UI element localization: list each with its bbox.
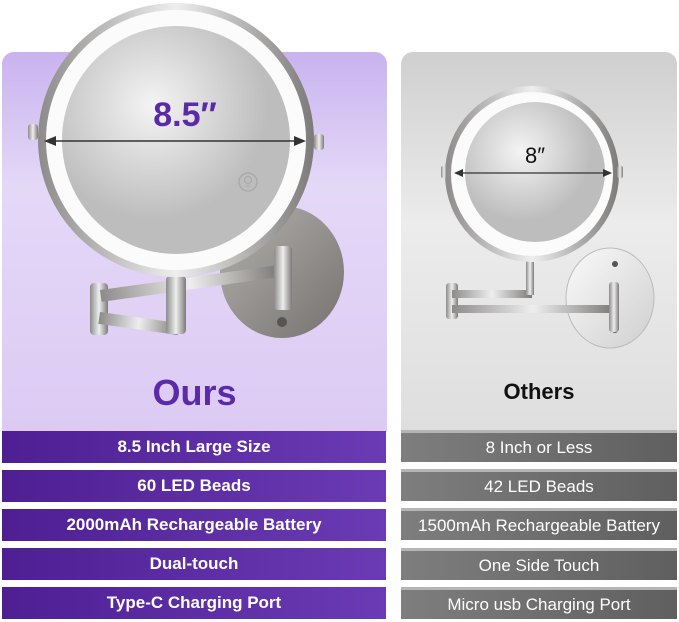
others-heading: Others — [503, 379, 575, 404]
others-mirror — [441, 86, 655, 349]
others-feature-row: Micro usb Charging Port — [401, 587, 677, 619]
others-size-label: 8″ — [524, 143, 546, 168]
others-feature-row: One Side Touch — [401, 548, 677, 580]
ours-size-label: 8.5″ — [153, 96, 217, 134]
ours-feature-row: 8.5 Inch Large Size — [2, 431, 386, 463]
ours-feature-row: Dual-touch — [2, 548, 386, 580]
ours-feature-row: 60 LED Beads — [2, 470, 386, 502]
others-feature-row: 42 LED Beads — [401, 469, 677, 501]
ours-feature-row: 2000mAh Rechargeable Battery — [2, 509, 386, 541]
lightbulb-icon — [238, 172, 258, 192]
mirror-illustrations — [28, 3, 655, 349]
ours-mirror — [28, 3, 344, 338]
ours-heading: Ours — [152, 372, 237, 413]
others-feature-row: 1500mAh Rechargeable Battery — [401, 508, 677, 540]
others-feature-row: 8 Inch or Less — [401, 430, 677, 462]
ours-feature-row: Type-C Charging Port — [2, 587, 386, 619]
